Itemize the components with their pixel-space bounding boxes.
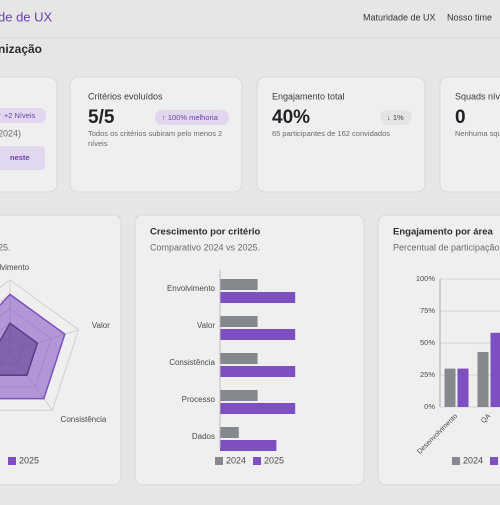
chart-title: Engajamento por área	[393, 227, 493, 238]
chart-subtitle: Percentual de participação	[393, 242, 500, 252]
card	[378, 215, 500, 485]
card-value: 5/5	[88, 107, 115, 128]
bar	[220, 366, 295, 377]
bar	[220, 279, 258, 290]
note: Nenhuma squa	[455, 129, 500, 138]
badge-text: ↓ 1%	[387, 113, 404, 122]
legend-swatch	[490, 457, 498, 465]
y-tick-label: Consistência	[169, 358, 215, 367]
bar	[478, 352, 489, 407]
y-tick-label: 0%	[424, 402, 435, 411]
card-label: Engajamento total	[272, 91, 345, 101]
card-value: 40%	[272, 107, 310, 128]
note: 65 participantes de 162 convidados	[272, 129, 390, 138]
bar	[445, 369, 456, 407]
card-value: 0	[455, 107, 466, 128]
legend-swatch	[452, 457, 460, 465]
chart-subtitle: 25.	[0, 242, 11, 252]
button-text[interactable]: neste	[10, 153, 30, 162]
y-tick-label: Valor	[197, 321, 215, 330]
note: 2024)	[0, 128, 21, 138]
chart-subtitle: Comparativo 2024 vs 2025.	[150, 242, 260, 252]
card-label: Squads níve	[455, 91, 500, 101]
section-title: nização	[0, 42, 42, 56]
brand[interactable]: de de UX	[0, 9, 53, 24]
y-tick-label: Processo	[182, 395, 216, 404]
chart-title: Crescimento por critério	[150, 227, 261, 238]
legend-swatch	[8, 457, 16, 465]
axis-label: Valor	[92, 321, 110, 330]
bar	[220, 316, 258, 327]
bar	[220, 403, 295, 414]
bar	[458, 369, 469, 407]
badge-text: ↑ +2 Níveis	[0, 111, 36, 120]
y-tick-label: 50%	[420, 338, 435, 347]
bar	[220, 390, 258, 401]
note: Todos os critérios subiram pelo menos 2	[88, 129, 222, 138]
legend-label: 2024	[463, 455, 483, 465]
badge-text: ↑ 100% melhoria	[162, 113, 219, 122]
legend-label: 2025	[264, 455, 284, 465]
y-tick-label: Envolvimento	[167, 284, 216, 293]
bar	[220, 353, 258, 364]
y-tick-label: Dados	[192, 432, 215, 441]
bar	[220, 427, 239, 438]
axis-label: volvimento	[0, 263, 30, 272]
legend-label: 2024	[226, 455, 246, 465]
note: níveis	[88, 139, 108, 148]
card-label: Critérios evoluídos	[88, 91, 163, 101]
legend-swatch	[253, 457, 261, 465]
bar	[220, 440, 276, 451]
y-tick-label: 75%	[420, 306, 435, 315]
y-tick-label: 25%	[420, 370, 435, 379]
y-tick-label: 100%	[416, 274, 436, 283]
bar	[491, 333, 500, 407]
axis-label: Consistência	[61, 415, 107, 424]
nav-link[interactable]: Maturidade de UX	[363, 12, 436, 22]
bar	[220, 329, 295, 340]
nav-link[interactable]: Nosso time	[447, 12, 492, 22]
bar	[220, 292, 295, 303]
legend-label: 2025	[19, 455, 39, 465]
legend-swatch	[215, 457, 223, 465]
